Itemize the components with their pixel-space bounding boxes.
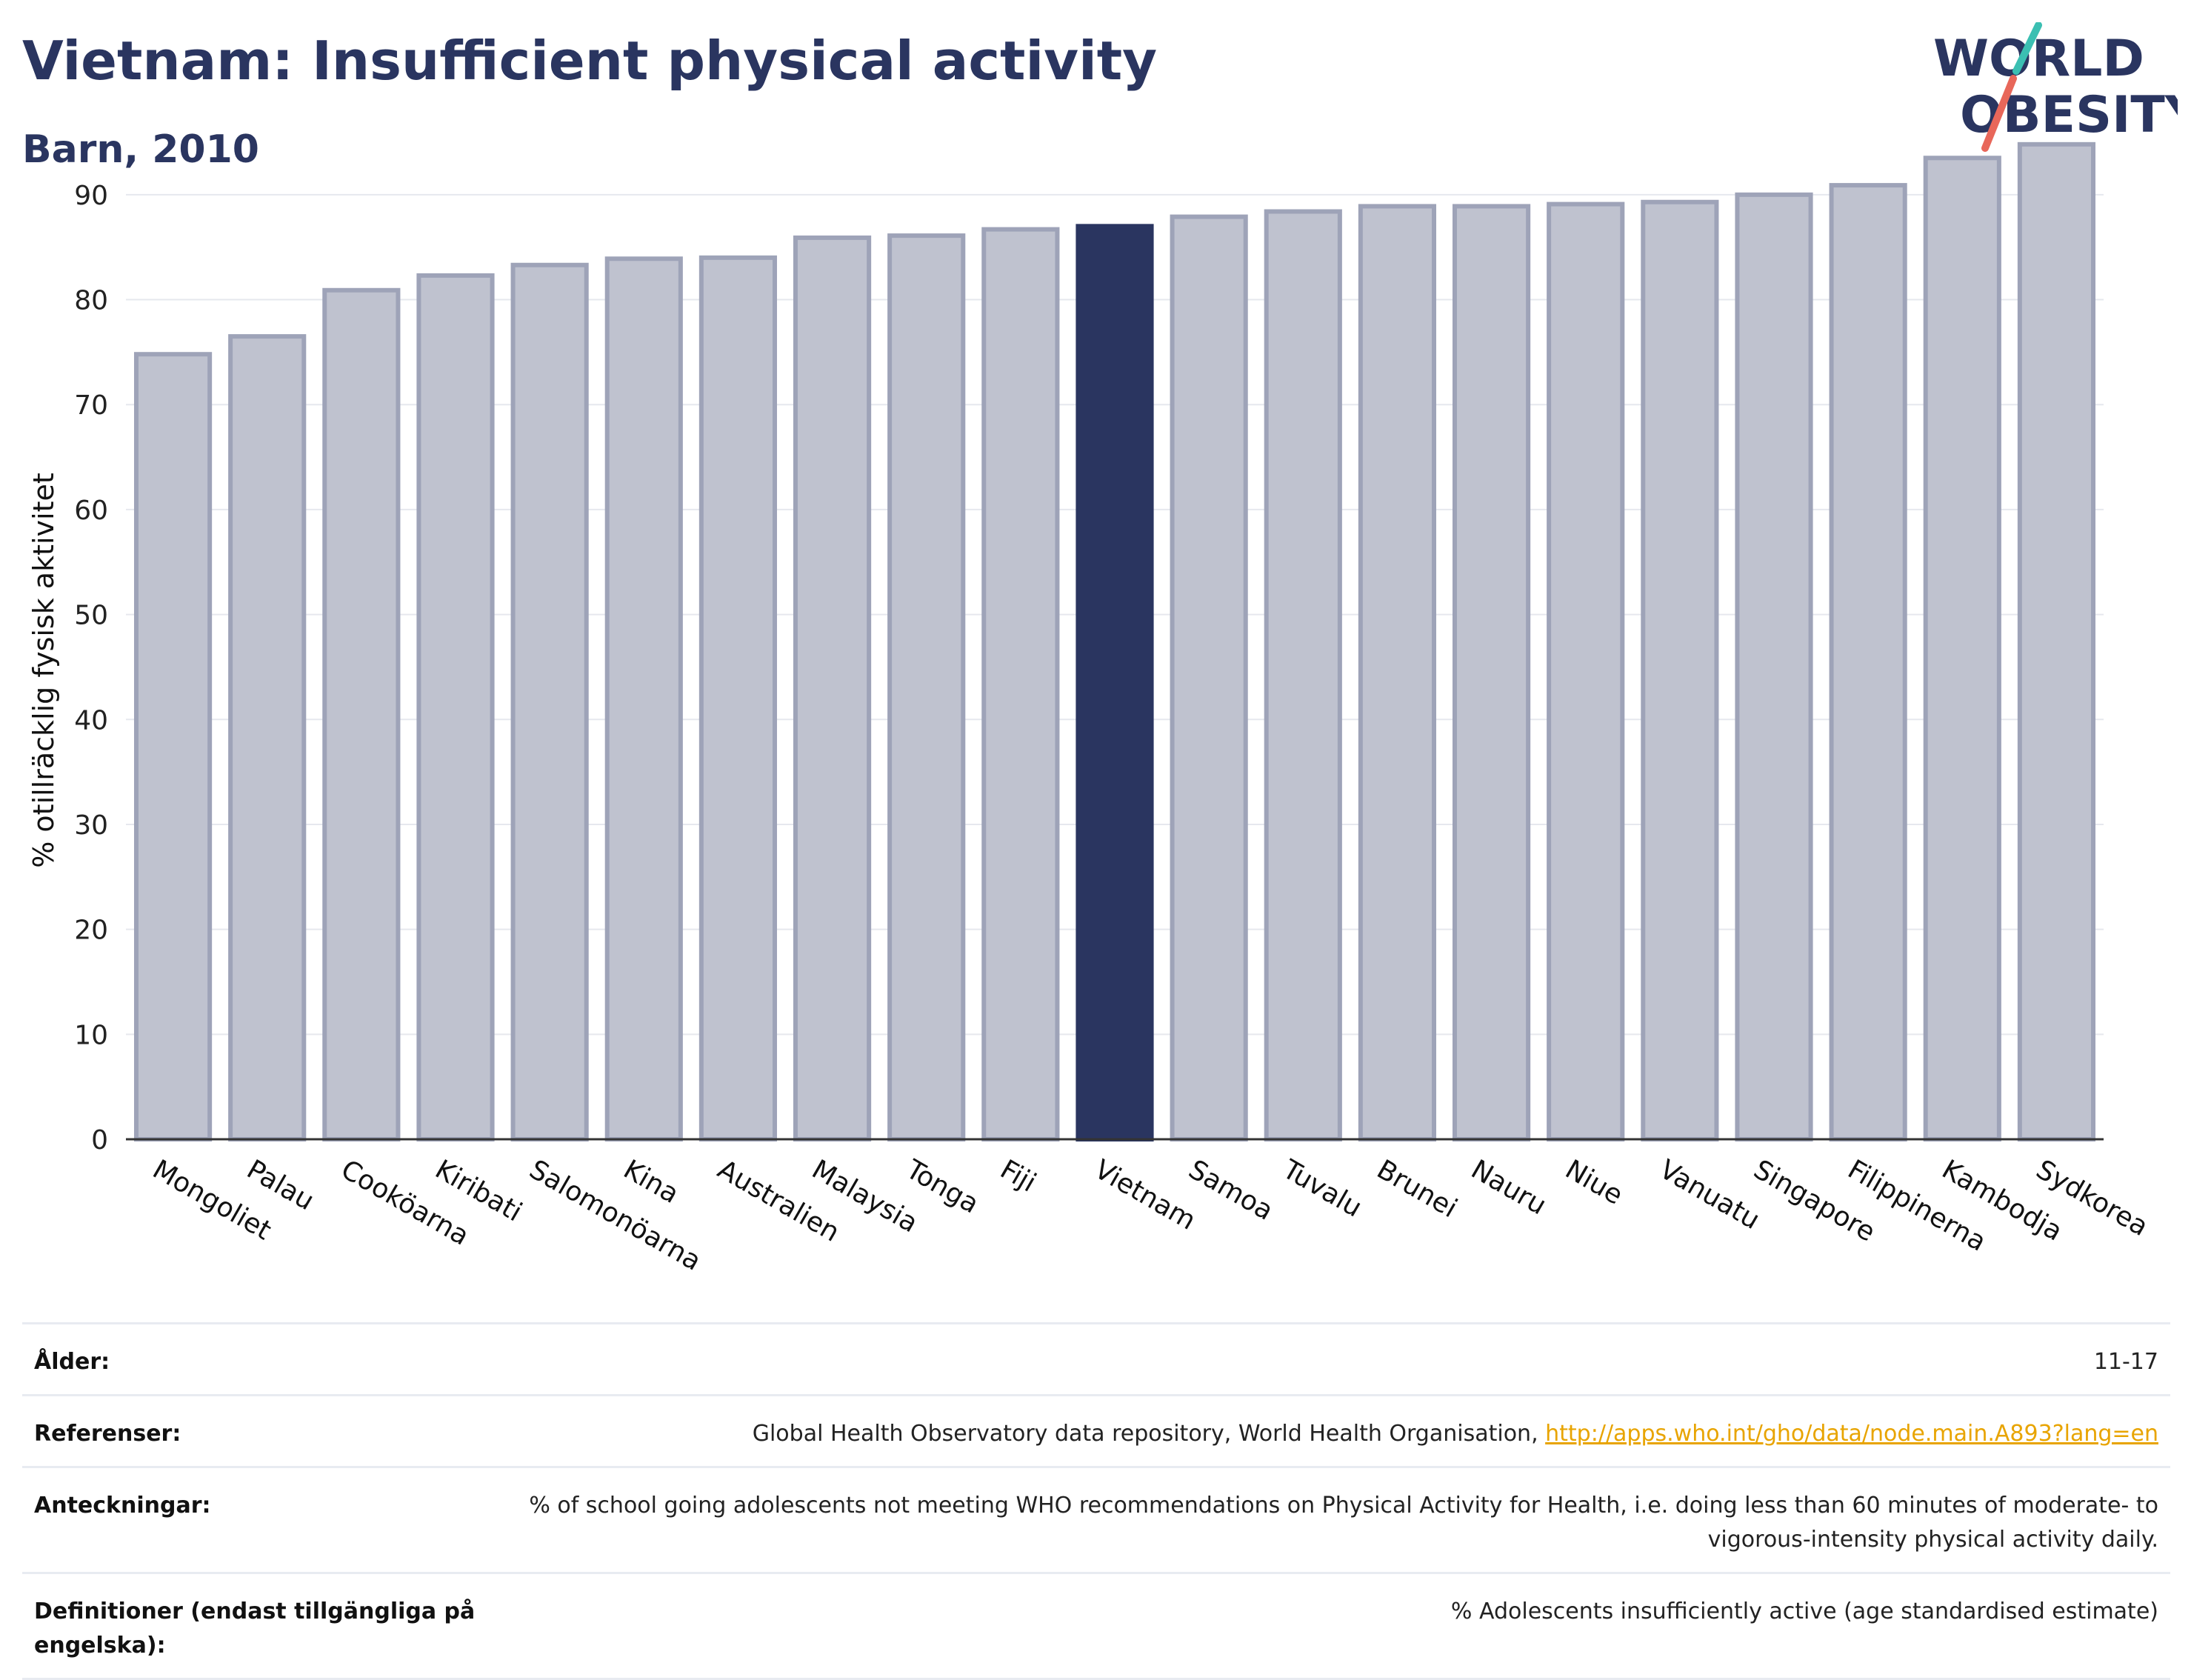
y-tick-label: 40	[74, 705, 108, 736]
meta-row-age: Ålder: 11-17	[22, 1322, 2170, 1394]
page-subtitle: Barn, 2010	[22, 127, 259, 172]
y-tick-label: 30	[74, 810, 108, 841]
y-tick-label: 80	[74, 286, 108, 316]
y-tick-label: 60	[74, 496, 108, 526]
bar-vietnam	[1076, 224, 1154, 1141]
meta-row-definitions: Definitioner (endast tillgängliga på eng…	[22, 1572, 2170, 1680]
bar-kiribati	[416, 273, 495, 1141]
metadata-table: Ålder: 11-17 Referenser: Global Health O…	[22, 1322, 2170, 1680]
bar-sydkorea	[2017, 141, 2096, 1141]
x-tick-label: Nauru	[1466, 1154, 1551, 1221]
y-axis-label: % otillräcklig fysisk aktivitet	[27, 473, 60, 868]
meta-label: Anteckningar:	[34, 1493, 211, 1519]
x-tick-label: Tuvalu	[1277, 1154, 1367, 1224]
world-obesity-logo: WORLD OBESITY	[1933, 22, 2178, 152]
reference-text: Global Health Observatory data repositor…	[752, 1421, 1546, 1447]
bar-samoa	[1170, 214, 1248, 1141]
bar-tonga	[887, 233, 966, 1141]
x-tick-label: Salomonöarna	[524, 1154, 707, 1276]
bar-brunei	[1358, 204, 1437, 1141]
bar-cooköarna	[322, 287, 401, 1141]
meta-value: % of school going adolescents not meetin…	[529, 1493, 2158, 1553]
x-tick-label: Vanuatu	[1654, 1154, 1764, 1236]
y-tick-label: 20	[74, 916, 108, 946]
bar-australien	[698, 255, 778, 1141]
bar-palau	[228, 334, 307, 1141]
meta-row-notes: Anteckningar: % of school going adolesce…	[22, 1466, 2170, 1572]
logo-line1: WORLD	[1933, 30, 2144, 88]
x-tick-label: Brunei	[1372, 1154, 1462, 1224]
meta-row-references: Referenser: Global Health Observatory da…	[22, 1394, 2170, 1466]
bar-nauru	[1452, 204, 1531, 1141]
bar-filippinerna	[1829, 183, 1907, 1141]
bar-fiji	[981, 227, 1060, 1141]
bar-kambodja	[1923, 156, 2001, 1141]
y-tick-label: 0	[91, 1125, 108, 1156]
bar-kina	[604, 256, 683, 1141]
y-tick-label: 10	[74, 1020, 108, 1050]
x-tick-label: Fiji	[995, 1154, 1041, 1199]
meta-value: 11-17	[2093, 1349, 2158, 1375]
page-title: Vietnam: Insufficient physical activity	[22, 30, 1158, 92]
meta-value: % Adolescents insufficiently active (age…	[1450, 1599, 2158, 1624]
bar-niue	[1547, 201, 1625, 1142]
bar-malaysia	[793, 235, 872, 1141]
reference-link[interactable]: http://apps.who.int/gho/data/node.main.A…	[1545, 1421, 2158, 1447]
meta-value: Global Health Observatory data repositor…	[493, 1417, 2158, 1451]
x-tick-label: Niue	[1560, 1154, 1627, 1210]
y-tick-label: 70	[74, 390, 108, 421]
bar-salomonöarna	[510, 262, 589, 1142]
y-tick-labels: 0 10 20 30 40 50 60 70 80 90	[74, 181, 108, 1156]
meta-label: Ålder:	[34, 1349, 110, 1375]
x-tick-label: Kina	[618, 1154, 684, 1210]
bar-vanuatu	[1641, 199, 1719, 1141]
bar-mongoliet	[133, 352, 213, 1141]
bar-singapore	[1735, 192, 1813, 1141]
x-tick-label: Vietnam	[1090, 1154, 1201, 1236]
y-tick-label: 90	[74, 181, 108, 211]
x-tick-label: Samoa	[1184, 1154, 1278, 1227]
meta-label: Definitioner (endast tillgängliga på eng…	[34, 1599, 476, 1659]
y-tick-label: 50	[74, 601, 108, 631]
meta-label: Referenser:	[34, 1421, 181, 1447]
bar-tuvalu	[1264, 209, 1342, 1141]
bars	[133, 141, 2096, 1142]
